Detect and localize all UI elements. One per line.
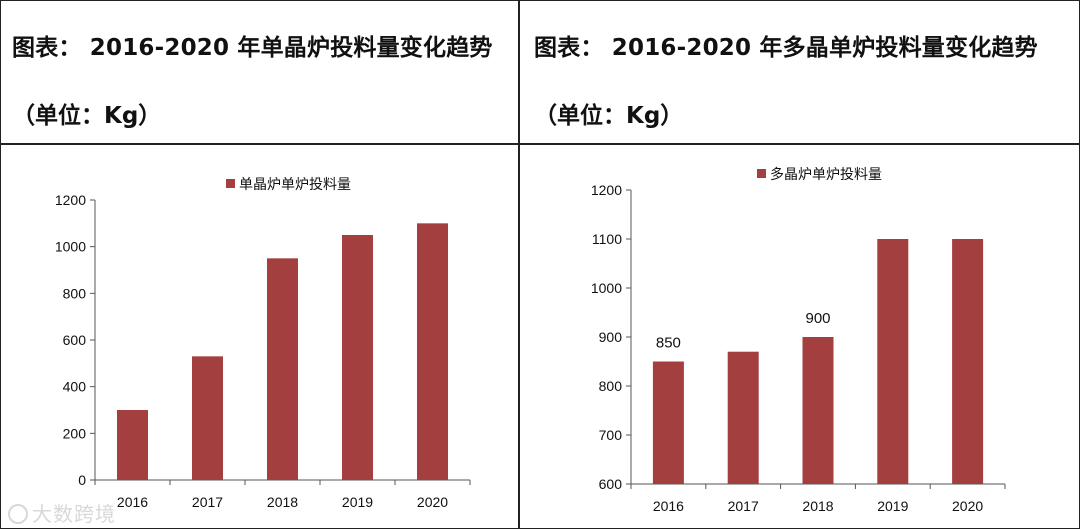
- mono-crystal-bar-chart: 0 200 400 600 800 1000 1200 2016 2017 2018 2019 202…: [55, 177, 471, 510]
- poly-bar-2016: [652, 361, 684, 484]
- mono-x-tick-label: 2017: [192, 494, 223, 510]
- poly-legend-label: 多晶炉单炉投料量: [770, 166, 882, 183]
- watermark-text: 大数跨境: [32, 502, 116, 526]
- mono-legend-swatch: [226, 179, 235, 188]
- mono-legend-label: 单晶炉单炉投料量: [239, 177, 351, 193]
- poly-x-tick-label: 2020: [952, 498, 983, 514]
- poly-y-tick-label: 1100: [592, 231, 622, 247]
- mono-y-tick-label: 0: [78, 472, 86, 488]
- mono-y-tick-label: 1200: [55, 192, 86, 208]
- poly-x-tick-label: 2017: [728, 498, 759, 514]
- mono-bar-2016: [117, 410, 148, 480]
- mono-x-tick-label: 2019: [342, 494, 373, 510]
- mono-x-tick-label: 2020: [417, 494, 448, 510]
- poly-data-label: 850: [656, 335, 681, 352]
- poly-y-tick-label: 700: [599, 427, 623, 443]
- mono-x-tick-label: 2018: [267, 494, 298, 510]
- panel-divider-vertical: [518, 0, 520, 529]
- poly-y-tick-label: 900: [599, 329, 623, 345]
- right-panel-unit: （单位：Kg）: [534, 103, 684, 129]
- poly-bar-2017: [727, 351, 759, 484]
- mono-y-tick-label: 200: [63, 425, 87, 441]
- poly-crystal-bar-chart: 600 700 800 900 1000 1100 1200 2016 2017 2018 2019…: [591, 166, 1006, 514]
- poly-x-tick-label: 2016: [653, 498, 684, 514]
- mono-y-tick-label: 400: [63, 379, 87, 395]
- poly-legend-swatch: [757, 169, 766, 178]
- mono-x-tick-label: 2016: [117, 494, 148, 510]
- mono-bar-2020: [417, 223, 448, 480]
- poly-y-tick-label: 1000: [591, 280, 622, 296]
- poly-bar-2018: [802, 337, 834, 484]
- poly-y-tick-label: 1200: [591, 182, 622, 198]
- panel-divider-horizontal: [0, 143, 1080, 145]
- poly-y-tick-label: 800: [599, 378, 623, 394]
- poly-bar-2019: [877, 239, 909, 484]
- mono-y-tick-label: 600: [63, 332, 87, 348]
- poly-x-tick-label: 2019: [877, 498, 908, 514]
- mono-bar-2018: [267, 258, 298, 480]
- right-panel-title: 图表： 2016-2020 年多晶单炉投料量变化趋势: [534, 35, 1038, 61]
- watermark: 大数跨境: [8, 498, 116, 527]
- right-panel-header: 图表： 2016-2020 年多晶单炉投料量变化趋势 （单位：Kg）: [520, 0, 1080, 143]
- mono-y-tick-label: 800: [63, 285, 87, 301]
- left-panel-header: 图表： 2016-2020 年单晶炉投料量变化趋势 （单位：Kg）: [0, 0, 518, 143]
- mono-bar-2017: [192, 356, 223, 480]
- mono-y-tick-label: 1000: [55, 239, 86, 255]
- left-panel-unit: （单位：Kg）: [12, 103, 162, 129]
- poly-x-tick-label: 2018: [802, 498, 833, 514]
- logo-icon: [8, 504, 28, 524]
- poly-bar-2020: [952, 239, 984, 484]
- poly-y-tick-label: 600: [599, 476, 623, 492]
- poly-data-label: 900: [805, 310, 830, 327]
- mono-bar-2019: [342, 235, 373, 480]
- left-panel-title: 图表： 2016-2020 年单晶炉投料量变化趋势: [12, 35, 493, 61]
